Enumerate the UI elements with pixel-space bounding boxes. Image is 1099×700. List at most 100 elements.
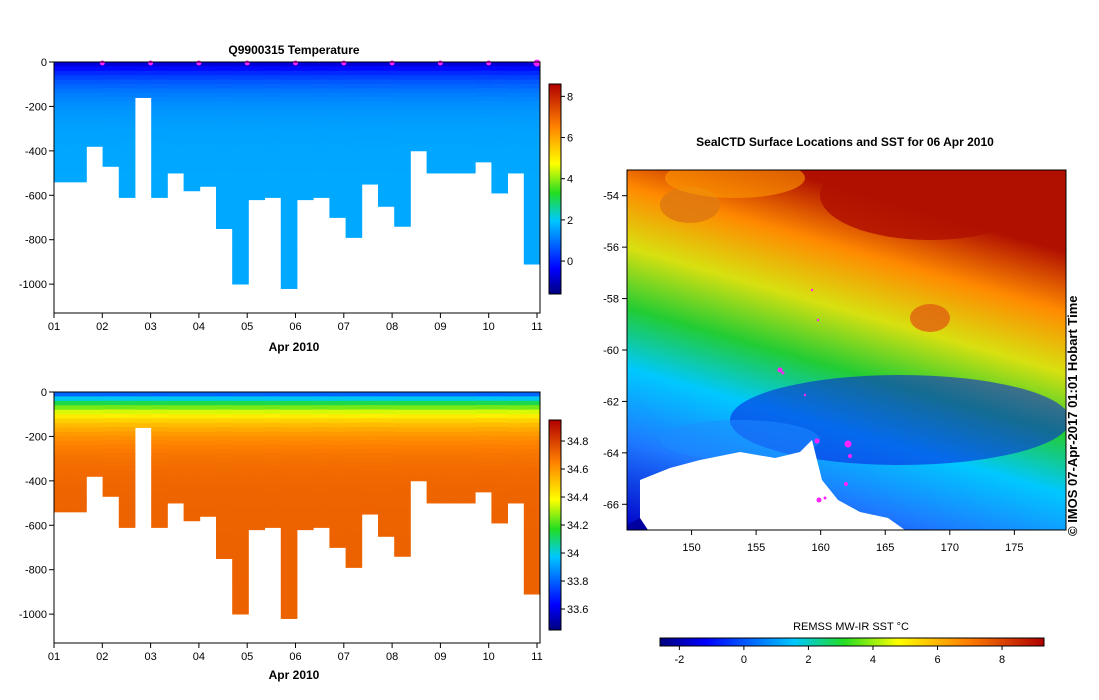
- heatmap-cell: [361, 131, 379, 137]
- heatmap-cell: [232, 583, 249, 588]
- heatmap-cell: [54, 62, 71, 67]
- heatmap-cell: [102, 118, 120, 124]
- heatmap-cell: [118, 145, 136, 150]
- heatmap-cell: [507, 141, 525, 147]
- heatmap-cell: [280, 400, 298, 406]
- heatmap-cell: [199, 119, 217, 125]
- heatmap-cell: [442, 489, 460, 495]
- heatmap-cell: [280, 569, 298, 575]
- heatmap-cell: [313, 448, 330, 454]
- heatmap-cell: [426, 110, 444, 116]
- heatmap-cell: [394, 208, 411, 214]
- heatmap-cell: [378, 158, 395, 164]
- heatmap-cell: [248, 489, 265, 495]
- heatmap-cell: [70, 485, 87, 491]
- heatmap-cell: [394, 150, 411, 156]
- heatmap-cell: [216, 110, 233, 115]
- heatmap-cell: [491, 457, 508, 463]
- heatmap-cell: [199, 480, 217, 486]
- heatmap-cell: [345, 563, 363, 568]
- temperature-title: Q9900315 Temperature: [228, 43, 360, 57]
- heatmap-cell: [54, 124, 71, 130]
- heatmap-cell: [167, 159, 184, 165]
- heatmap-cell: [459, 79, 476, 85]
- heatmap-cell: [426, 155, 444, 161]
- heatmap-cell: [491, 140, 508, 146]
- heatmap-cell: [329, 529, 346, 535]
- heatmap-cell: [264, 193, 282, 198]
- x-tick-label: 10: [483, 321, 495, 333]
- heatmap-cell: [183, 445, 201, 451]
- heatmap-cell: [54, 471, 71, 477]
- heatmap-cell: [475, 75, 492, 80]
- heatmap-cell: [475, 148, 492, 154]
- heatmap-cell: [523, 136, 541, 142]
- heatmap-cell: [70, 84, 87, 90]
- heatmap-cell: [329, 62, 346, 67]
- heatmap-cell: [280, 596, 298, 602]
- heatmap-cell: [394, 168, 411, 174]
- heatmap-cell: [394, 400, 411, 406]
- heatmap-cell: [216, 97, 233, 102]
- heatmap-cell: [313, 501, 330, 507]
- heatmap-cell: [361, 70, 379, 76]
- heatmap-cell: [151, 175, 168, 181]
- heatmap-cell: [70, 405, 87, 411]
- heatmap-cell: [264, 162, 282, 168]
- heatmap-cell: [70, 97, 87, 103]
- heatmap-cell: [199, 101, 217, 107]
- heatmap-cell: [118, 101, 136, 107]
- heatmap-cell: [361, 487, 379, 493]
- heatmap-cell: [232, 489, 249, 495]
- heatmap-cell: [280, 62, 298, 67]
- heatmap-cell: [345, 422, 363, 428]
- heatmap-cell: [523, 83, 541, 89]
- heatmap-cell: [523, 114, 541, 120]
- heatmap-cell: [459, 400, 476, 406]
- heatmap-cell: [475, 135, 492, 141]
- heatmap-cell: [248, 445, 265, 451]
- heatmap-cell: [216, 448, 233, 454]
- heatmap-cell: [410, 427, 427, 433]
- heatmap-cell: [264, 483, 282, 489]
- heatmap-cell: [264, 123, 282, 128]
- heatmap-cell: [442, 454, 460, 460]
- heatmap-cell: [54, 106, 71, 112]
- heatmap-cell: [118, 405, 136, 410]
- heatmap-cell: [507, 463, 525, 468]
- heatmap-cell: [216, 422, 233, 428]
- heatmap-cell: [232, 556, 249, 562]
- heatmap-cell: [394, 190, 411, 196]
- heatmap-cell: [329, 133, 346, 138]
- heatmap-cell: [313, 166, 330, 172]
- heatmap-cell: [394, 84, 411, 90]
- heatmap-cell: [54, 507, 71, 513]
- profile-marker: [486, 60, 492, 66]
- heatmap-cell: [361, 153, 379, 159]
- heatmap-cell: [264, 96, 282, 102]
- heatmap-cell: [280, 600, 298, 606]
- heatmap-cell: [507, 489, 525, 495]
- sst-colorbar-tick-label: 0: [741, 654, 747, 666]
- heatmap-cell: [329, 543, 346, 548]
- heatmap-cell: [183, 66, 201, 72]
- heatmap-cell: [248, 84, 265, 90]
- heatmap-cell: [216, 435, 233, 441]
- heatmap-cell: [118, 523, 136, 528]
- heatmap-cell: [523, 506, 541, 512]
- heatmap-cell: [426, 467, 444, 473]
- x-tick-label: 02: [96, 321, 108, 333]
- heatmap-cell: [280, 239, 298, 245]
- heatmap-cell: [264, 396, 282, 402]
- heatmap-cell: [199, 418, 217, 424]
- heatmap-cell: [86, 84, 103, 90]
- heatmap-cell: [378, 505, 395, 511]
- heatmap-cell: [378, 153, 395, 159]
- heatmap-cell: [183, 141, 201, 147]
- heatmap-cell: [70, 164, 87, 170]
- heatmap-cell: [248, 66, 265, 72]
- heatmap-cell: [183, 106, 201, 112]
- heatmap-cell: [280, 436, 298, 442]
- heatmap-cell: [199, 494, 217, 500]
- heatmap-cell: [378, 518, 395, 524]
